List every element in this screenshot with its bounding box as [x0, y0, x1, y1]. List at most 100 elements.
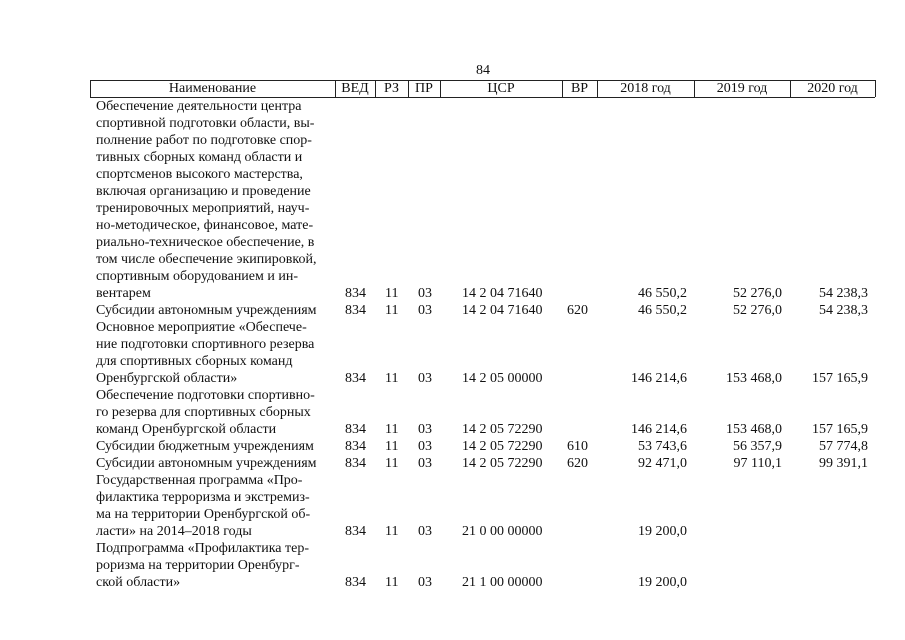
header-rule: [90, 80, 875, 81]
column-header: ВЕД: [341, 81, 369, 96]
column-rule: [335, 80, 336, 97]
cell-y2020: 57 774,8: [819, 439, 868, 454]
cell-y2018: 146 214,6: [631, 371, 687, 386]
row-name: команд Оренбургской области: [96, 422, 277, 437]
cell-y2018: 92 471,0: [638, 456, 687, 471]
cell-rz: 11: [385, 439, 399, 454]
cell-csr: 14 2 05 00000: [462, 371, 543, 386]
cell-ved: 834: [345, 422, 366, 437]
column-header: ПР: [415, 81, 433, 96]
cell-y2019: 97 110,1: [733, 456, 782, 471]
cell-y2020: 157 165,9: [812, 371, 868, 386]
cell-rz: 11: [385, 286, 399, 301]
cell-y2019: 153 468,0: [726, 422, 782, 437]
row-name: но-методическое, финансовое, мате-: [96, 218, 314, 233]
cell-pr: 03: [418, 439, 432, 454]
cell-ved: 834: [345, 286, 366, 301]
cell-y2020: 157 165,9: [812, 422, 868, 437]
cell-csr: 21 1 00 00000: [462, 575, 543, 590]
cell-csr: 14 2 04 71640: [462, 303, 543, 318]
row-name: го резерва для спортивных сборных: [96, 405, 311, 420]
cell-csr: 14 2 04 71640: [462, 286, 543, 301]
cell-y2018: 53 743,6: [638, 439, 687, 454]
cell-ved: 834: [345, 575, 366, 590]
cell-y2019: 153 468,0: [726, 371, 782, 386]
cell-y2018: 146 214,6: [631, 422, 687, 437]
cell-pr: 03: [418, 524, 432, 539]
cell-pr: 03: [418, 575, 432, 590]
column-rule: [408, 80, 409, 97]
column-rule: [440, 80, 441, 97]
row-name: ние подготовки спортивного резерва: [96, 337, 315, 352]
cell-csr: 14 2 05 72290: [462, 456, 543, 471]
cell-y2019: 52 276,0: [733, 303, 782, 318]
column-header: 2020 год: [807, 81, 858, 96]
row-name: тивных сборных команд области и: [96, 150, 303, 165]
row-name: спортивным оборудованием и ин-: [96, 269, 299, 284]
cell-y2018: 19 200,0: [638, 524, 687, 539]
row-name: спортивной подготовки области, вы-: [96, 116, 315, 131]
column-header: 2018 год: [620, 81, 671, 96]
row-name: Государственная программа «Про-: [96, 473, 303, 488]
cell-y2018: 46 550,2: [638, 303, 687, 318]
column-rule: [875, 80, 876, 97]
cell-rz: 11: [385, 524, 399, 539]
column-rule: [90, 80, 91, 97]
header-rule: [90, 97, 875, 98]
cell-y2019: 56 357,9: [733, 439, 782, 454]
cell-vr: 620: [567, 303, 588, 318]
cell-y2018: 19 200,0: [638, 575, 687, 590]
cell-rz: 11: [385, 303, 399, 318]
row-name: включая организацию и проведение: [96, 184, 311, 199]
row-name: ма на территории Оренбургской об-: [96, 507, 311, 522]
cell-y2020: 99 391,1: [819, 456, 868, 471]
page-number: 84: [476, 63, 490, 78]
column-header: Наименование: [168, 81, 257, 96]
cell-ved: 834: [345, 524, 366, 539]
row-name: Оренбургской области»: [96, 371, 238, 386]
cell-y2020: 54 238,3: [819, 303, 868, 318]
cell-csr: 21 0 00 00000: [462, 524, 543, 539]
cell-pr: 03: [418, 456, 432, 471]
row-name: Обеспечение деятельности центра: [96, 99, 302, 114]
row-name: ласти» на 2014–2018 годы: [96, 524, 252, 539]
row-name: Обеспечение подготовки спортивно-: [96, 388, 315, 403]
cell-vr: 620: [567, 456, 588, 471]
column-header: ВР: [570, 81, 589, 96]
cell-ved: 834: [345, 456, 366, 471]
row-name: Субсидии бюджетным учреждениям: [96, 439, 314, 454]
column-rule: [790, 80, 791, 97]
cell-csr: 14 2 05 72290: [462, 439, 543, 454]
row-name: Основное мероприятие «Обеспече-: [96, 320, 307, 335]
row-name: Субсидии автономным учреждениям: [96, 456, 317, 471]
row-name: риально-техническое обеспечение, в: [96, 235, 315, 250]
row-name: спортсменов высокого мастерства,: [96, 167, 303, 182]
row-name: филактика терроризма и экстремиз-: [96, 490, 310, 505]
column-header: 2019 год: [716, 81, 768, 96]
column-rule: [375, 80, 376, 97]
cell-csr: 14 2 05 72290: [462, 422, 543, 437]
cell-rz: 11: [385, 371, 399, 386]
row-name: том числе обеспечение экипировкой,: [96, 252, 317, 267]
cell-pr: 03: [418, 422, 432, 437]
cell-pr: 03: [418, 303, 432, 318]
row-name: полнение работ по подготовке спор-: [96, 133, 312, 148]
column-header: РЗ: [384, 81, 399, 96]
cell-ved: 834: [345, 371, 366, 386]
cell-rz: 11: [385, 456, 399, 471]
cell-y2020: 54 238,3: [819, 286, 868, 301]
row-name: роризма на территории Оренбург-: [96, 558, 300, 573]
cell-y2018: 46 550,2: [638, 286, 687, 301]
cell-ved: 834: [345, 439, 366, 454]
row-name: Субсидии автономным учреждениям: [96, 303, 317, 318]
cell-vr: 610: [567, 439, 588, 454]
row-name: для спортивных сборных команд: [96, 354, 293, 369]
cell-rz: 11: [385, 575, 399, 590]
cell-ved: 834: [345, 303, 366, 318]
row-name: вентарем: [96, 286, 151, 301]
column-rule: [694, 80, 695, 97]
cell-y2019: 52 276,0: [733, 286, 782, 301]
row-name: Подпрограмма «Профилактика тер-: [96, 541, 310, 556]
row-name: ской области»: [96, 575, 181, 590]
